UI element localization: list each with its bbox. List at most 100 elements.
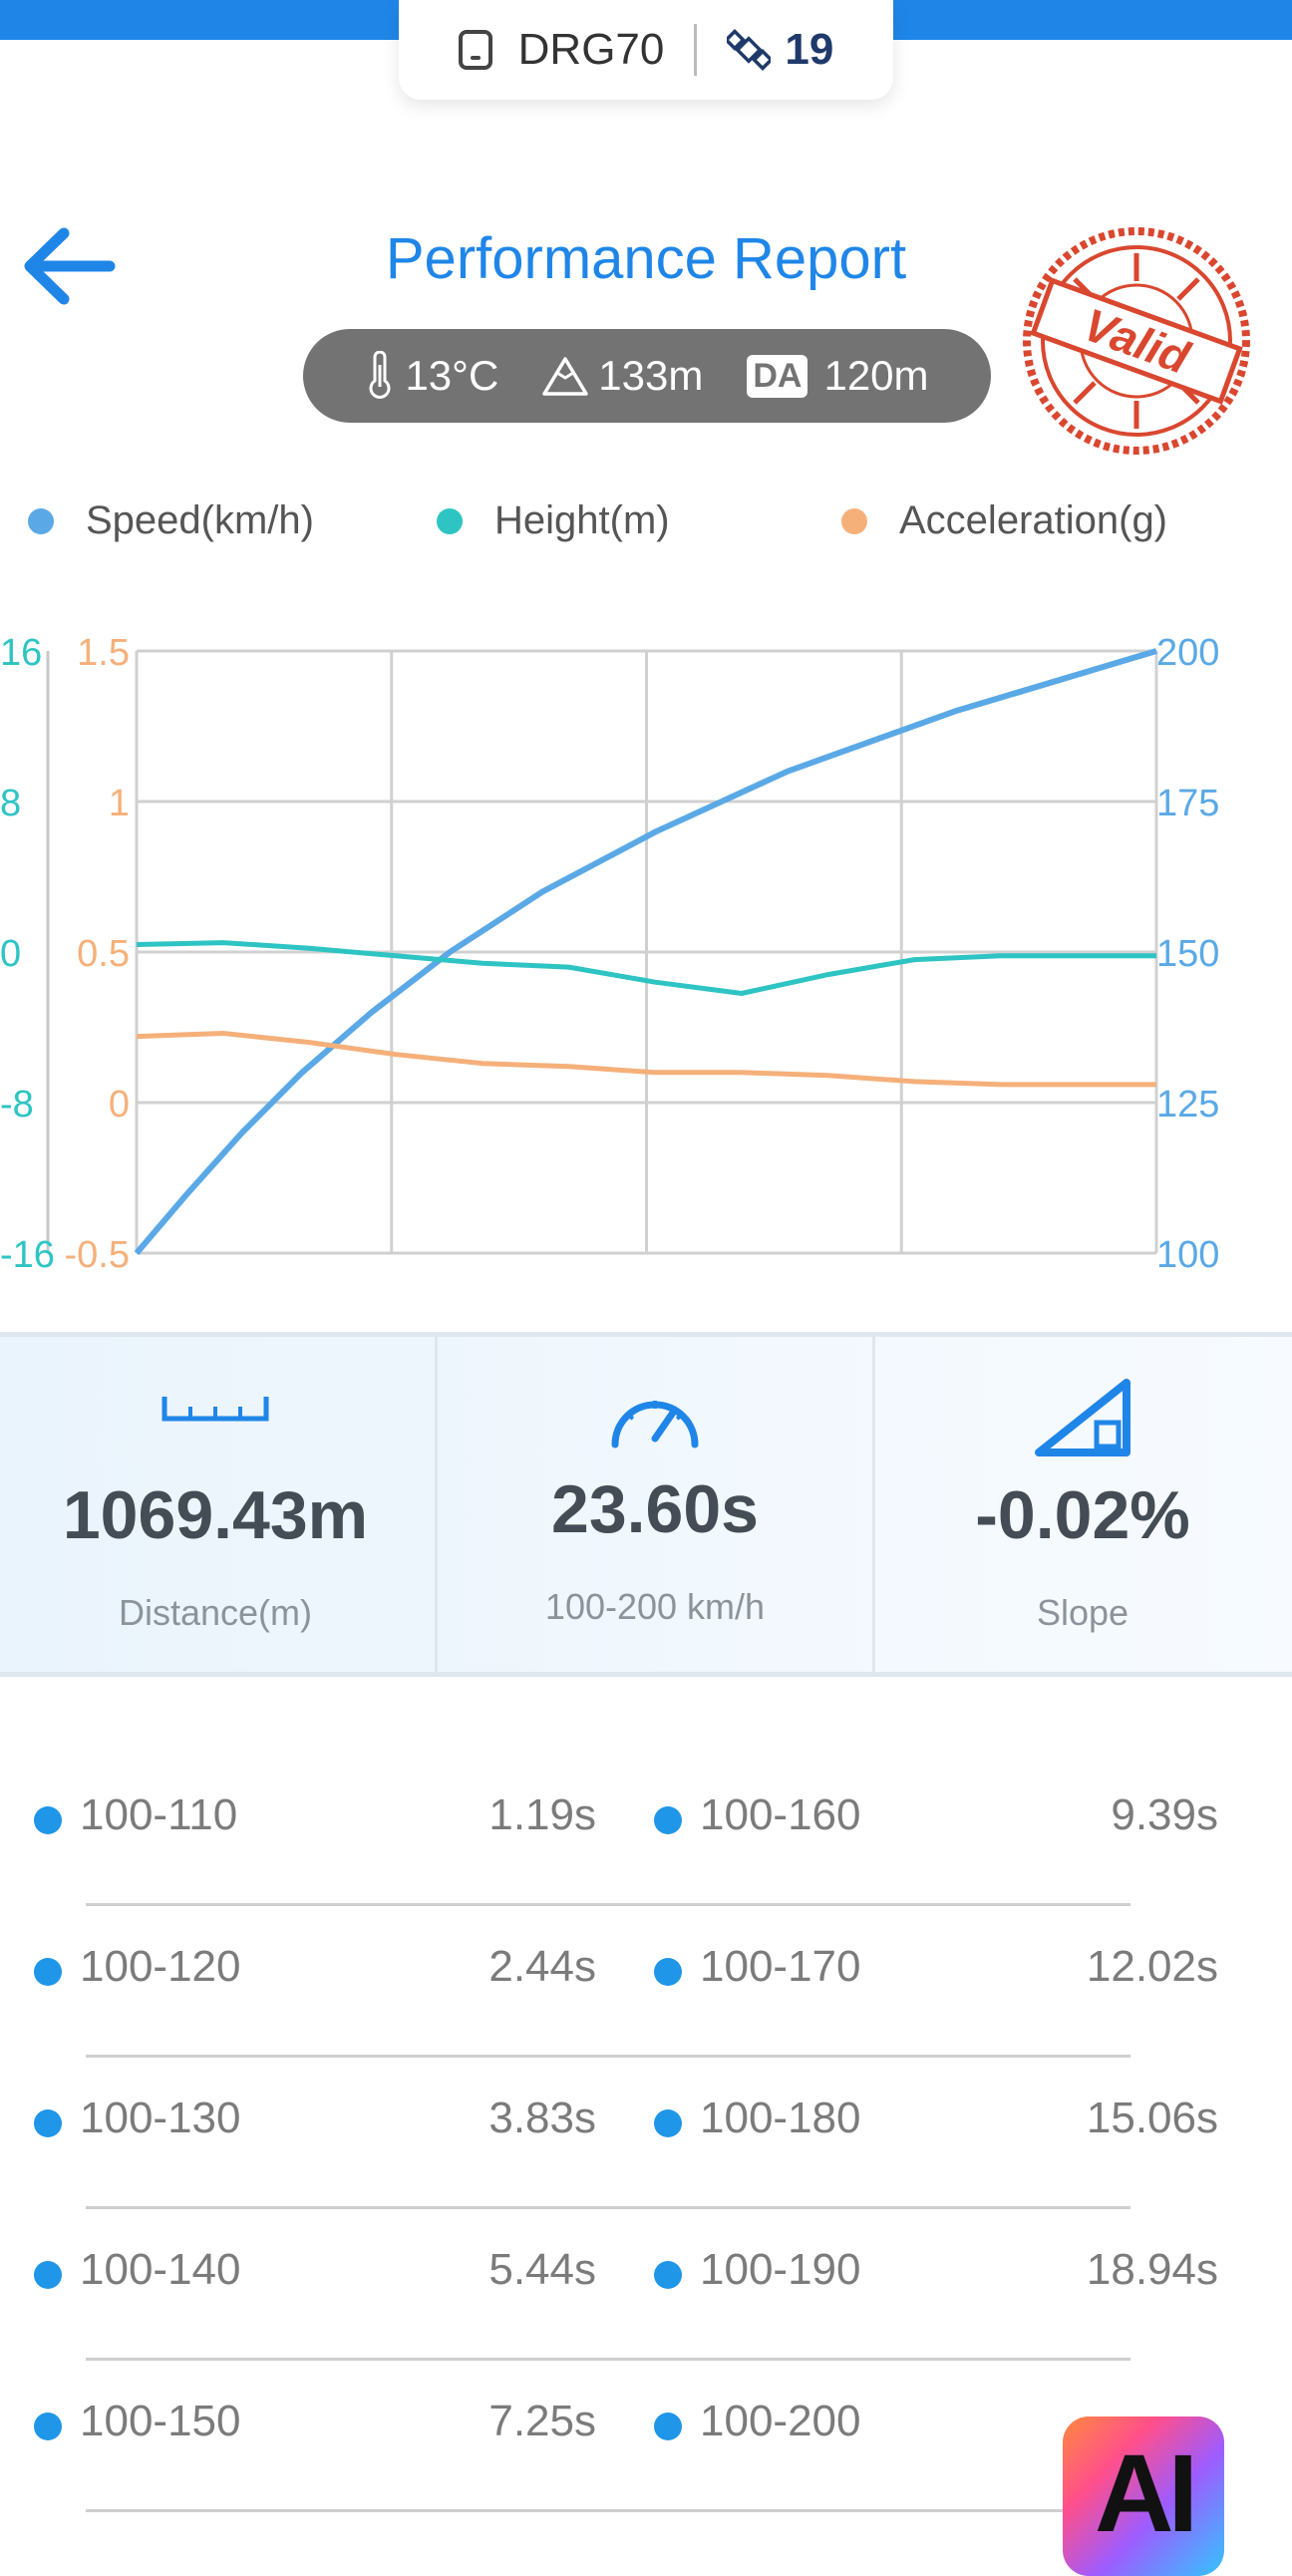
split-time: 7.25s	[488, 2397, 596, 2445]
slope-icon	[1035, 1379, 1130, 1456]
row-divider	[86, 2509, 1130, 2512]
distance-label: Distance(m)	[118, 1592, 313, 1633]
split-range: 100-110	[80, 1790, 238, 1839]
ai-assistant-button[interactable]: AI	[1063, 2416, 1224, 2576]
row-divider	[86, 1903, 1130, 1906]
satellite-icon	[727, 29, 772, 71]
split-time: 3.83s	[488, 2093, 596, 2142]
slope-card: -0.02% Slope	[873, 1337, 1292, 1672]
speed-tick-label: 175	[1156, 783, 1219, 824]
speed-tick-label: 125	[1156, 1084, 1219, 1126]
split-range: 100-130	[80, 2093, 241, 2142]
split-dot	[34, 2413, 62, 2440]
back-arrow-icon[interactable]	[18, 221, 118, 311]
speed-tick-label: 100	[1156, 1234, 1219, 1276]
altitude-value: 133m	[598, 352, 704, 399]
da-badge: DA	[747, 354, 808, 398]
split-range: 100-120	[80, 1942, 241, 1991]
device-status-pill[interactable]: DRG70 19	[399, 0, 893, 100]
split-time: 9.39s	[1111, 1790, 1218, 1839]
satellite-count: 19	[785, 25, 834, 74]
distance-value: 1069.43m	[62, 1477, 369, 1553]
acceleration-tick-label: 0.5	[77, 933, 130, 975]
legend-acceleration-dot	[841, 507, 867, 534]
height-tick-label: 8	[0, 783, 21, 824]
split-time: 12.02s	[1086, 1942, 1218, 1991]
acceleration-tick-label: 0	[109, 1084, 130, 1126]
split-row: 100-150 7.25s 100-200	[0, 2361, 1292, 2512]
split-dot	[34, 2261, 62, 2289]
split-dot	[654, 1958, 682, 1986]
split-range: 100-170	[700, 1942, 861, 1991]
speed-tick-label: 150	[1156, 933, 1219, 975]
legend-acceleration-label: Acceleration(g)	[899, 498, 1168, 542]
thermometer-icon	[369, 351, 391, 399]
pill-divider	[694, 24, 698, 76]
height-tick-label: 0	[0, 933, 21, 975]
temperature-value: 13°C	[405, 352, 499, 399]
slope-value: -0.02%	[975, 1477, 1190, 1553]
split-time: 15.06s	[1086, 2093, 1218, 2142]
conditions-pill: 13°C 133m DA 120m	[303, 329, 991, 423]
series-line-speed	[134, 648, 1157, 1255]
page-title: Performance Report	[385, 226, 907, 291]
split-time: 2.44s	[488, 1942, 596, 1991]
split-range: 100-200	[700, 2397, 861, 2445]
split-dot	[34, 2109, 62, 2137]
row-divider	[86, 2055, 1130, 2058]
split-dot	[654, 1806, 682, 1834]
time-value: 23.60s	[551, 1471, 759, 1547]
height-tick-label: -16	[0, 1234, 55, 1276]
time-card: 23.60s 100-200 km/h	[435, 1337, 875, 1672]
series-line-acceleration	[136, 1031, 1156, 1088]
performance-chart[interactable]: 16 8 0 -8 -16 1.5 1 0.5 0 -0.5 200 175 150 125 100	[0, 598, 1292, 1276]
split-range: 100-190	[700, 2245, 861, 2294]
altitude-item: 133m	[542, 352, 703, 400]
split-time: 5.44s	[488, 2245, 596, 2294]
legend-speed-label: Speed(km/h)	[86, 498, 314, 542]
height-tick-label: 16	[0, 632, 42, 674]
split-dot	[34, 1806, 62, 1834]
split-range: 100-160	[700, 1790, 861, 1839]
acceleration-tick-label: 1	[109, 783, 130, 824]
ruler-icon	[162, 1397, 269, 1422]
row-divider	[86, 2206, 1130, 2209]
mountain-icon	[542, 357, 589, 396]
split-dot	[654, 2109, 682, 2137]
split-dot	[34, 1958, 62, 1986]
legend-acceleration[interactable]: Acceleration(g)	[841, 498, 1167, 543]
split-row: 100-120 2.44s 100-170 12.02s	[0, 1906, 1292, 2058]
legend-height-dot	[437, 507, 463, 534]
density-altitude-value: 120m	[823, 352, 929, 399]
split-time: 18.94s	[1086, 2245, 1218, 2294]
split-time: 1.19s	[488, 1790, 596, 1839]
series-line-height	[136, 940, 1156, 996]
speedometer-icon	[611, 1401, 699, 1449]
density-altitude-item: DA 120m	[747, 352, 929, 400]
legend-speed[interactable]: Speed(km/h)	[28, 498, 314, 543]
valid-stamp: Valid	[1023, 227, 1250, 455]
split-dot	[654, 2261, 682, 2289]
row-divider	[86, 2358, 1130, 2361]
stats-panel: 1069.43m Distance(m) 23.60s 100-200 km/h…	[0, 1332, 1292, 1677]
split-row: 100-110 1.19s 100-160 9.39s	[0, 1755, 1292, 1906]
split-row: 100-130 3.83s 100-180 15.06s	[0, 2058, 1292, 2209]
split-row: 100-140 5.44s 100-190 18.94s	[0, 2209, 1292, 2361]
temperature-item: 13°C	[365, 351, 498, 401]
legend-speed-dot	[28, 507, 54, 534]
legend-height[interactable]: Height(m)	[437, 498, 670, 543]
legend-height-label: Height(m)	[494, 498, 670, 542]
distance-card: 1069.43m Distance(m)	[0, 1337, 431, 1672]
time-label: 100-200 km/h	[544, 1586, 766, 1627]
height-tick-label: -8	[0, 1084, 34, 1126]
split-dot	[654, 2413, 682, 2440]
acceleration-tick-label: 1.5	[77, 632, 130, 674]
chart-legend: Speed(km/h) Height(m) Acceleration(g)	[0, 498, 1292, 558]
split-range: 100-150	[80, 2397, 241, 2445]
split-range: 100-140	[80, 2245, 241, 2294]
split-range: 100-180	[700, 2093, 861, 2142]
speed-tick-label: 200	[1156, 632, 1219, 674]
ai-button-label: AI	[1095, 2432, 1198, 2555]
device-icon	[458, 30, 492, 70]
slope-label: Slope	[1036, 1592, 1130, 1633]
